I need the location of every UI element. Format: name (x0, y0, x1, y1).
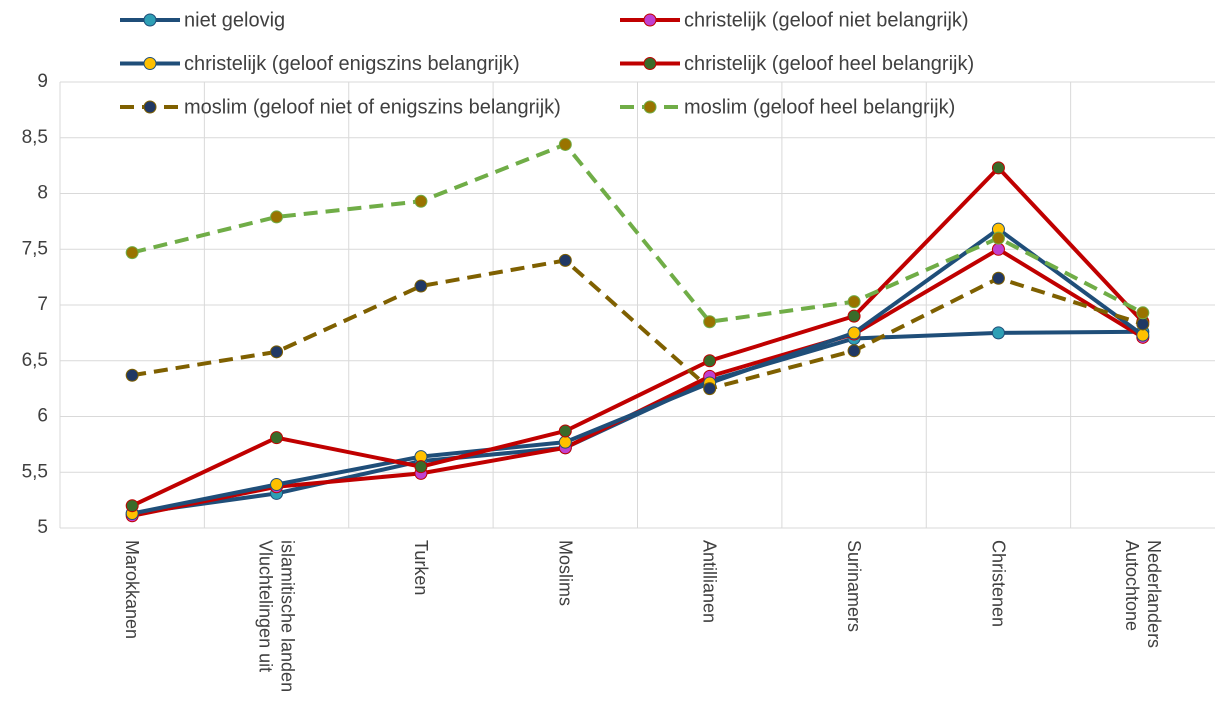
x-tick-label: Autochtone Nederlanders (1121, 540, 1164, 649)
x-tick-label: Vluchtelingen uit islamitische landen (255, 540, 298, 693)
series-marker (703, 382, 717, 396)
series-marker (414, 460, 428, 474)
legend-marker (143, 13, 157, 27)
series-marker (1136, 317, 1150, 331)
series-marker (270, 431, 284, 445)
y-tick-label: 6 (37, 406, 48, 427)
series-marker (125, 368, 139, 382)
series-marker (558, 253, 572, 267)
x-tick-label: Christenen (988, 540, 1009, 628)
series-marker (1136, 306, 1150, 320)
x-tick-label: Surinamers (844, 540, 865, 633)
series-marker (991, 161, 1005, 175)
legend-marker (643, 13, 657, 27)
series-marker (125, 246, 139, 260)
series-marker (414, 194, 428, 208)
legend-label: christelijk (geloof heel belangrijk) (684, 53, 974, 75)
series-marker (125, 499, 139, 513)
series-line (131, 165, 1145, 508)
series-line (131, 227, 1144, 516)
legend-label: christelijk (geloof enigszins belangrijk… (184, 53, 520, 75)
series-marker (703, 354, 717, 368)
y-tick-label: 5 (37, 517, 48, 538)
series-marker (703, 315, 717, 329)
series-marker (270, 478, 284, 492)
series-line (131, 258, 1144, 391)
y-tick-label: 9 (37, 71, 48, 92)
series-marker (991, 271, 1005, 285)
legend-label: christelijk (geloof niet belangrijk) (684, 9, 969, 31)
series-marker (847, 295, 861, 309)
series-marker (414, 279, 428, 293)
x-tick-label: Moslims (555, 540, 576, 606)
series-marker (1136, 328, 1150, 342)
legend-marker (643, 57, 657, 70)
y-tick-label: 7 (37, 294, 48, 315)
series-marker (270, 210, 284, 224)
y-tick-label: 6,5 (22, 350, 48, 371)
series-marker (558, 435, 572, 449)
series-marker (991, 231, 1005, 245)
legend-marker (143, 57, 157, 70)
legend-label: moslim (geloof heel belangrijk) (684, 96, 955, 118)
legend-label: niet gelovig (184, 9, 285, 31)
y-tick-label: 5,5 (22, 461, 48, 482)
series-marker (847, 344, 861, 358)
legend-marker (143, 100, 157, 114)
legend-label: moslim (geloof niet of enigszins belangr… (184, 96, 561, 118)
y-tick-label: 8,5 (22, 127, 48, 148)
legend-marker (643, 100, 657, 114)
series-marker (847, 309, 861, 323)
series-marker (270, 345, 284, 359)
series-marker (847, 326, 861, 340)
series-marker (558, 424, 572, 438)
series-marker (991, 242, 1005, 256)
series-marker (991, 326, 1005, 340)
x-tick-label: Marokkanen (122, 540, 143, 640)
x-tick-label: Turken (410, 540, 431, 596)
y-tick-label: 7,5 (22, 238, 48, 259)
series-marker (558, 137, 572, 151)
x-tick-label: Antillianen (699, 540, 720, 624)
y-tick-label: 8 (37, 183, 48, 204)
series-line (131, 142, 1144, 324)
